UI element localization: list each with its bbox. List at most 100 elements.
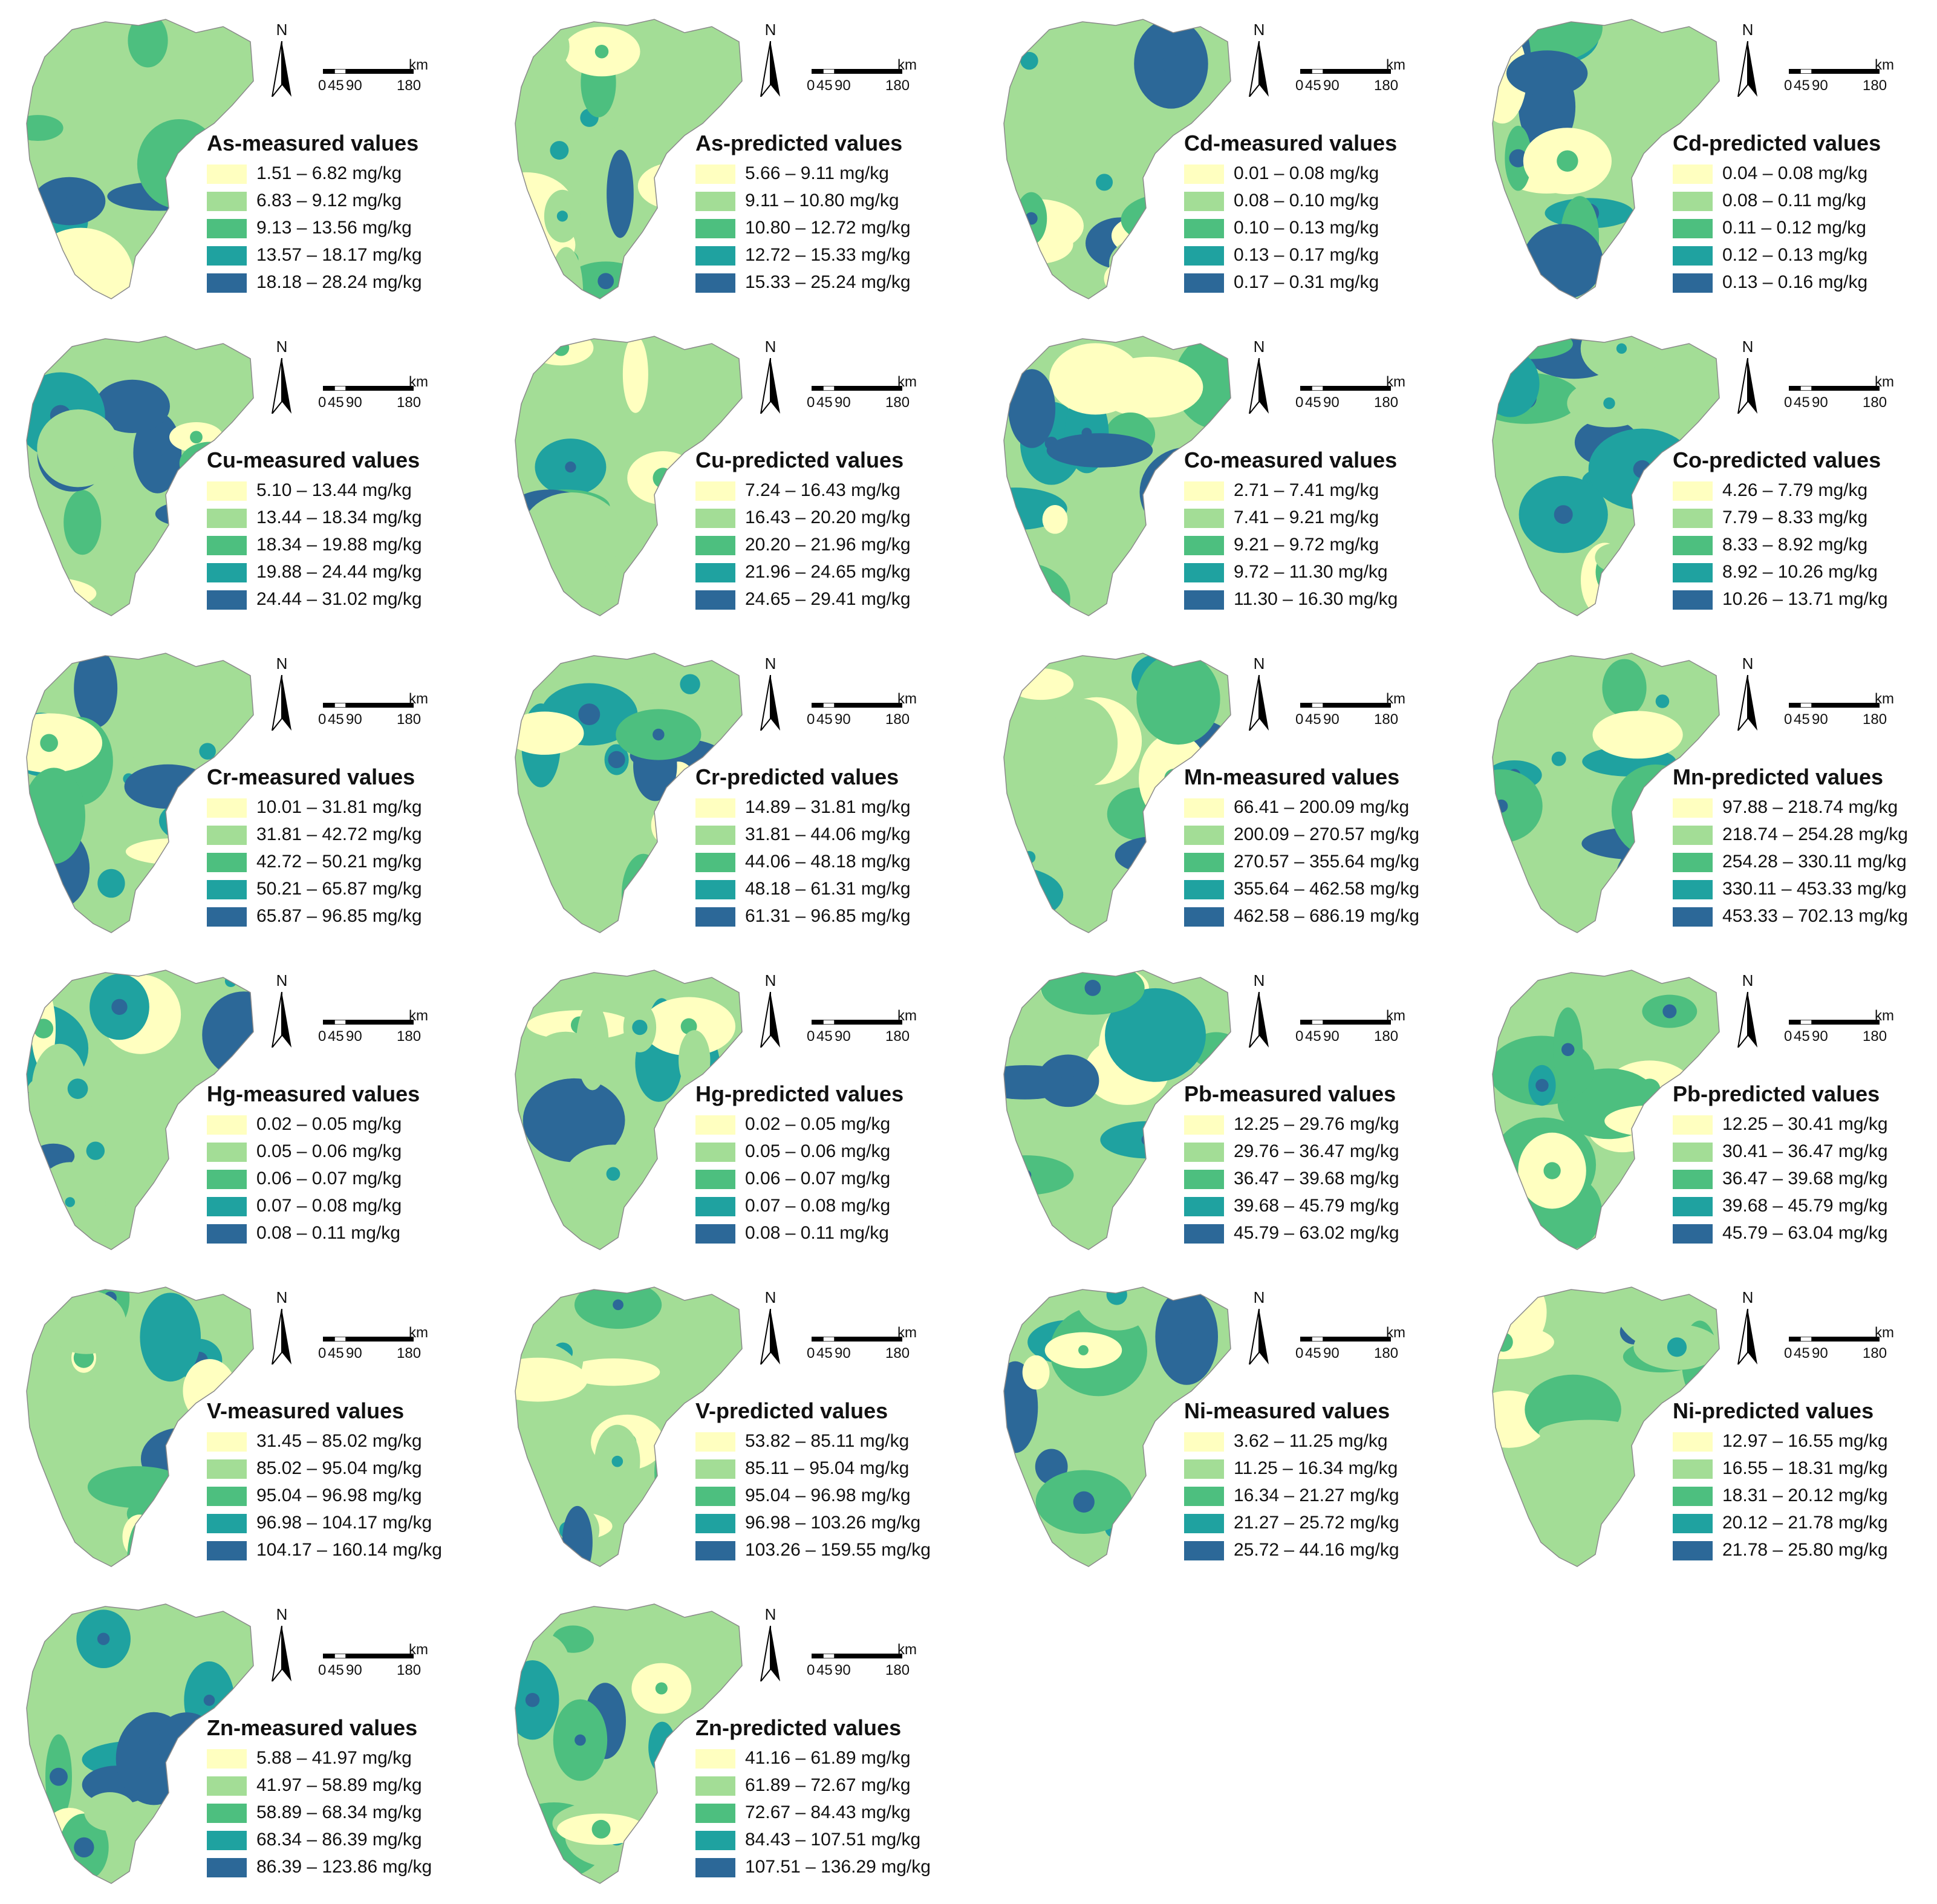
north-arrow-icon [760,358,780,414]
legend-label: 355.64 – 462.58 mg/kg [1234,879,1419,899]
legend-label: 218.74 – 254.28 mg/kg [1722,824,1908,844]
map-title: Mn-measured values [1184,765,1400,789]
scale-unit: km [409,1325,428,1341]
scale-tick-label: 45 [1305,394,1321,411]
legend-item: 72.67 – 84.43 mg/kg [695,1801,980,1823]
value-hotspot [1177,1328,1196,1346]
legend-label: 39.68 – 45.79 mg/kg [1722,1196,1888,1216]
value-hotspot [1633,460,1652,478]
scale-tick-label: 180 [397,1662,422,1678]
legend-swatch [207,219,247,238]
province-outline [1492,970,1720,1250]
scale-tick-label: 0 [1295,394,1304,411]
legend-swatch [207,1224,247,1244]
legend-item: 12.97 – 16.55 mg/kg [1673,1430,1937,1452]
legend-swatch [207,481,247,501]
north-label: N [276,971,288,989]
scale-tick-label: 45 [816,77,833,94]
legend-swatch [1673,509,1713,528]
scale-tick-label: 0 [318,77,327,94]
scale-tick-label: 0 [807,1345,815,1361]
legend-item: 0.13 – 0.16 mg/kg [1673,271,1937,293]
legend-swatch [695,509,735,528]
legend-label: 97.88 – 218.74 mg/kg [1722,797,1898,817]
scale-unit: km [1875,57,1894,73]
scale-unit: km [409,1008,428,1024]
legend-swatch [1673,1224,1713,1244]
north-arrow-icon [1737,1309,1757,1364]
scale-bar: km 0 45 90 180 [1295,1325,1422,1372]
legend-item: 0.10 – 0.13 mg/kg [1184,217,1468,238]
value-zone [534,1031,597,1079]
legend-label: 53.82 – 85.11 mg/kg [745,1431,910,1451]
scale-tick-label: 45 [816,1345,833,1361]
value-zone [654,1818,700,1883]
value-hotspot [556,210,568,222]
value-hotspot [1554,505,1573,524]
legend-swatch [207,1432,247,1452]
value-hotspot [152,447,163,458]
value-zone [1049,343,1142,415]
north-arrow-icon [1249,41,1269,97]
value-hotspot [525,40,539,54]
scale-tick-label: 90 [1812,77,1828,94]
legend-label: 0.02 – 0.05 mg/kg [745,1114,891,1134]
choropleth-map [26,653,254,933]
legend-label: 30.41 – 36.47 mg/kg [1722,1141,1888,1161]
province-outline [1003,653,1231,933]
legend-item: 21.27 – 25.72 mg/kg [1184,1511,1468,1533]
value-hotspot [97,1632,110,1645]
scale-tick-label: 90 [346,711,362,728]
legend-label: 0.04 – 0.08 mg/kg [1722,163,1868,183]
scale-tick-label: 90 [346,77,362,94]
legend-label: 9.72 – 11.30 mg/kg [1234,562,1388,582]
legend-swatch [1184,826,1224,845]
scale-tick-label: 0 [318,711,327,728]
legend-swatch [1673,1487,1713,1506]
legend-item: 0.07 – 0.08 mg/kg [695,1195,980,1216]
scale-bar: km 0 45 90 180 [1295,57,1422,104]
legend-swatch [207,1143,247,1162]
scale-tick-label: 45 [1794,77,1810,94]
legend-item: 58.89 – 68.34 mg/kg [207,1801,491,1823]
scale-tick-label: 180 [397,711,422,728]
legend-swatch [1184,273,1224,293]
legend-label: 8.92 – 10.26 mg/kg [1722,562,1878,582]
legend-item: 11.30 – 16.30 mg/kg [1184,588,1468,610]
province-outline [1492,19,1720,299]
value-hotspot [1106,1287,1127,1305]
value-zone [121,1221,147,1247]
value-hotspot [680,674,700,694]
scale-tick-label: 180 [397,77,422,94]
legend-swatch [695,165,735,184]
legend-swatch [207,536,247,555]
legend-label: 0.11 – 0.12 mg/kg [1722,218,1866,238]
legend-label: 5.10 – 13.44 mg/kg [256,480,412,500]
choropleth-map [515,336,743,616]
legend-item: 44.06 – 48.18 mg/kg [695,850,980,872]
legend-label: 9.21 – 9.72 mg/kg [1234,535,1379,555]
value-zone [651,804,688,846]
map-title: Cr-measured values [207,765,415,789]
scale-tick-label: 0 [1784,1345,1792,1361]
province-outline [26,653,254,933]
legend-item: 21.96 – 24.65 mg/kg [695,561,980,582]
scale-tick-label: 90 [835,77,851,94]
value-zone [140,1293,201,1382]
scale-tick-label: 45 [1305,1345,1321,1361]
north-arrow: N [752,337,789,416]
legend-item: 0.08 – 0.10 mg/kg [1184,189,1468,211]
legend-item: 254.28 – 330.11 mg/kg [1673,850,1937,872]
legend-swatch [1184,509,1224,528]
scale-bar: km 0 45 90 180 [318,1642,445,1689]
legend-label: 12.25 – 29.76 mg/kg [1234,1114,1399,1134]
scale-bar: km 0 45 90 180 [318,1008,445,1055]
legend-label: 16.34 – 21.27 mg/kg [1234,1485,1399,1505]
